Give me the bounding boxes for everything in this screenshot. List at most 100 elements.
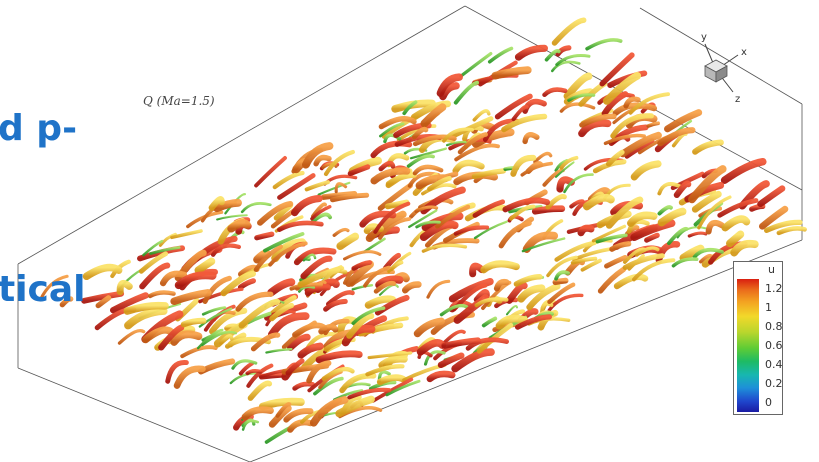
- vortex-tube: [692, 247, 724, 259]
- vortex-tube: [323, 298, 348, 312]
- vortex-tube: [180, 317, 207, 328]
- vortex-tube: [267, 278, 296, 297]
- vortex-tube: [291, 194, 323, 217]
- vortex-tube: [323, 149, 355, 177]
- vortex-tube: [776, 226, 807, 236]
- vortex-tube: [304, 283, 331, 297]
- vortex-tube: [426, 370, 456, 383]
- vortex-tube: [454, 143, 500, 162]
- vortex-tube: [551, 17, 587, 46]
- vortex-tube: [253, 249, 272, 264]
- vortex-tube: [705, 219, 725, 235]
- vortex-tube: [351, 260, 373, 271]
- vortex-tube: [585, 38, 623, 51]
- vortex-tube: [452, 159, 485, 174]
- vortex-tube: [601, 91, 629, 117]
- vortex-tube: [194, 257, 216, 274]
- vortex-tube: [116, 279, 133, 296]
- legend-colorbar: [737, 279, 759, 412]
- vortex-tube: [272, 170, 305, 190]
- vortex-tube: [552, 277, 569, 286]
- vortex-tube: [378, 283, 399, 296]
- vortex-tube: [292, 322, 328, 338]
- vortex-tube: [687, 231, 708, 238]
- vortex-tube: [347, 164, 371, 177]
- vortex-tube: [378, 160, 396, 172]
- vortex-tube: [412, 164, 444, 176]
- vortex-tube: [510, 154, 537, 177]
- vortex-tube: [38, 274, 69, 302]
- vortex-tube: [250, 332, 281, 352]
- vortex-tube: [224, 192, 247, 215]
- vortex-tube: [471, 128, 515, 148]
- vortex-tube: [605, 196, 644, 229]
- vortex-tube: [717, 198, 759, 218]
- vortex-tube: [309, 396, 349, 427]
- vortex-tube: [688, 165, 727, 204]
- vortex-tube: [421, 243, 468, 253]
- vortex-tube: [302, 253, 317, 262]
- vortex-tube: [385, 379, 421, 397]
- vortex-tube: [147, 290, 176, 299]
- vortex-tube: [491, 66, 532, 80]
- vortex-tube: [540, 301, 554, 315]
- vortex-tube: [240, 202, 272, 214]
- vortex-tube: [170, 289, 212, 306]
- vortex-tube: [511, 104, 529, 122]
- vortex-tube: [389, 260, 404, 272]
- vortex-tube: [559, 102, 596, 113]
- vortex-tube: [480, 260, 520, 274]
- vortex-tube: [196, 328, 224, 350]
- vortex-tube: [339, 372, 377, 394]
- vortex-tube: [211, 243, 241, 257]
- vortex-tube: [664, 109, 703, 133]
- vortex-tube: [401, 281, 422, 294]
- vortex-tube: [219, 334, 234, 345]
- vortex-tube: [238, 361, 255, 376]
- vortex-tube: [141, 326, 175, 344]
- vortex-tube: [635, 246, 660, 257]
- vortex-tube: [412, 134, 457, 147]
- vortex-tube: [644, 232, 660, 243]
- vortex-tube: [330, 192, 370, 203]
- slide-body-fragment: tical: [0, 269, 86, 310]
- legend-tick: 1: [765, 301, 772, 314]
- vortex-tube: [315, 350, 363, 364]
- vortex-tube: [216, 214, 248, 221]
- vortex-tube: [351, 284, 374, 291]
- vortex-tube: [265, 348, 293, 354]
- vortex-tube: [416, 339, 447, 356]
- vortex-tube: [408, 209, 438, 229]
- vortex-tube: [612, 102, 658, 117]
- vortex-tube: [604, 254, 628, 269]
- vortex-tube: [231, 359, 258, 370]
- vortex-tube: [445, 140, 467, 147]
- vortex-tube: [517, 284, 546, 303]
- legend-tick: 0.6: [765, 339, 783, 352]
- vortex-tube: [436, 73, 463, 97]
- vortex-tube: [283, 408, 314, 423]
- vortex-tube: [293, 247, 337, 266]
- vortex-tube: [609, 241, 632, 252]
- vortex-tube: [297, 342, 324, 359]
- vortex-tube: [377, 182, 414, 211]
- vortex-tube: [373, 201, 411, 234]
- vortex-tube: [268, 404, 292, 428]
- vortex-tube: [495, 314, 529, 330]
- vortex-tube: [285, 358, 305, 376]
- vortex-tube: [313, 376, 344, 396]
- vortex-tube: [317, 181, 351, 196]
- vortex-tube: [513, 274, 543, 287]
- legend-tick: 0: [765, 396, 772, 409]
- vortex-tube: [246, 363, 274, 388]
- vortex-tube: [208, 196, 225, 211]
- vortex-tube: [559, 155, 579, 170]
- vortex-tube: [123, 301, 169, 315]
- vortex-tube: [269, 302, 295, 322]
- legend-tick: 0.4: [765, 358, 783, 371]
- vortex-tube: [95, 295, 112, 309]
- legend-tick: 0.2: [765, 377, 783, 390]
- vortex-tube: [202, 275, 232, 304]
- vortex-tube: [277, 220, 324, 232]
- vortex-tube: [170, 229, 203, 240]
